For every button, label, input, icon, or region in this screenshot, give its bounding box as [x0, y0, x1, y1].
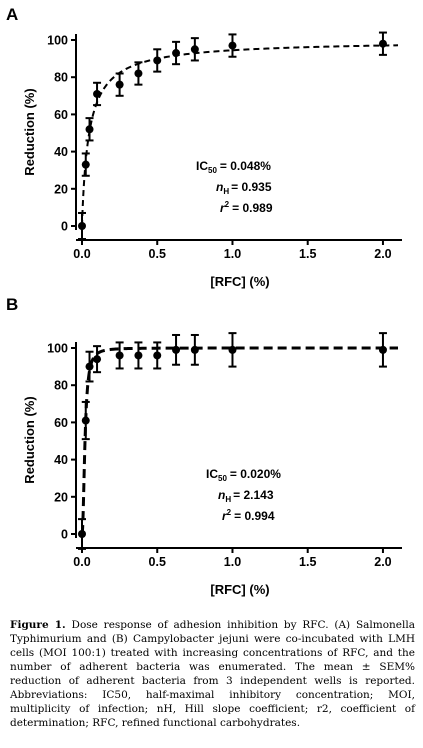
- panel-b-ic50-value: = 0.020%: [230, 467, 281, 481]
- panel-b-x-tick-label: 0.0: [73, 555, 90, 569]
- panel-a-fit-curve: [81, 44, 399, 226]
- panel-a-x-tick-label: 2.0: [374, 247, 391, 261]
- panel-b-annotations: IC50 = 0.020% nH = 2.143 r2 = 0.994: [206, 467, 281, 523]
- panel-b-data-point: [153, 351, 162, 360]
- panel-b-ic50-label: IC: [206, 467, 218, 481]
- panel-b-data-point: [85, 362, 94, 371]
- panel-a-y-tick-label: 0: [61, 220, 68, 234]
- panel-a-y-tick-label: 100: [47, 34, 68, 48]
- panel-a-data-point: [93, 89, 102, 98]
- panel-a-nh-label: n: [216, 180, 223, 194]
- caption-label: Figure 1.: [10, 619, 66, 631]
- panel-a-ic50-sub: 50: [208, 166, 217, 175]
- panel-a-nh-value: = 0.935: [231, 180, 272, 194]
- panel-a-r2-sup: 2: [225, 200, 230, 209]
- panel-a-annotations: IC50 = 0.048% nH = 0.935 r2 = 0.989: [196, 159, 273, 215]
- panel-a-x-tick-label: 0.0: [73, 247, 90, 261]
- panel-a-x-tick-label: 0.5: [149, 247, 166, 261]
- panel-a-letter: A: [6, 5, 18, 24]
- panel-b-x-tick-label: 2.0: [374, 555, 391, 569]
- panel-b-y-axis-label: Reduction (%): [22, 396, 37, 483]
- panel-b-nh-value: = 2.143: [233, 488, 274, 502]
- panel-b-x-axis-label: [RFC] (%): [210, 582, 269, 597]
- panel-b-nh: nH = 2.143: [218, 488, 274, 504]
- panel-a-y-tick-label: 60: [54, 108, 68, 122]
- panel-b-letter: B: [6, 295, 18, 314]
- panel-a-data-point: [115, 80, 124, 89]
- panel-a: A 0 20 40 60 80 100 0.0 0.5 1.0 1.5 2.0 Reduction …: [6, 5, 402, 289]
- panel-a-nh: nH = 0.935: [216, 180, 272, 196]
- panel-b-nh-sub: H: [225, 495, 231, 504]
- panel-b-data-point: [134, 351, 143, 360]
- panel-b-x-tick-label: 1.5: [299, 555, 316, 569]
- panel-a-y-tick-label: 20: [54, 182, 68, 196]
- panel-a-data-point: [85, 125, 94, 134]
- panel-b-y-tick-label: 60: [54, 416, 68, 430]
- panel-a-data-point: [228, 41, 237, 50]
- panel-a-data-point: [378, 39, 387, 48]
- panel-b-x-tick-label: 1.0: [224, 555, 241, 569]
- panel-a-x-axis-label: [RFC] (%): [210, 274, 269, 289]
- panel-a-r2: r2 = 0.989: [220, 200, 273, 215]
- panel-b-data-point: [93, 355, 102, 364]
- panel-b-y-tick-label: 100: [47, 342, 68, 356]
- panel-b-y-tick-label: 40: [54, 453, 68, 467]
- panel-b-data-point: [115, 351, 124, 360]
- panel-b-plot: 0 20 40 60 80 100 0.0 0.5 1.0 1.5 2.0: [47, 332, 402, 569]
- panel-a-ic50: IC50 = 0.048%: [196, 159, 271, 175]
- panel-b-data-point: [228, 345, 237, 354]
- panel-b-data-point: [172, 345, 181, 354]
- panel-a-y-tick-label: 80: [54, 71, 68, 85]
- panel-a-plot: 0 20 40 60 80 100 0.0 0.5 1.0 1.5 2.0: [47, 31, 402, 261]
- panel-b-fit-curve: [80, 346, 398, 536]
- panel-b-x-tick-label: 0.5: [149, 555, 166, 569]
- panel-b-y-tick-label: 0: [61, 528, 68, 542]
- panel-b-data-point: [190, 345, 199, 354]
- caption-text: Dose response of adhesion inhibition by …: [10, 619, 415, 729]
- panel-a-ic50-label: IC: [196, 159, 208, 173]
- panel-b-r2-value: = 0.994: [234, 509, 275, 523]
- panel-a-r2-label: r: [220, 201, 226, 215]
- panel-b-data-point: [378, 345, 387, 354]
- panel-a-y-tick-label: 40: [54, 145, 68, 159]
- panel-b-r2-sup: 2: [227, 508, 232, 517]
- panel-b-nh-label: n: [218, 488, 225, 502]
- panel-a-data-point: [134, 69, 143, 78]
- panel-a-data-point: [153, 56, 162, 65]
- panel-b-r2: r2 = 0.994: [222, 508, 275, 523]
- panel-a-nh-sub: H: [223, 187, 229, 196]
- panel-b-data-point: [81, 416, 90, 425]
- panel-b-ic50-sub: 50: [218, 474, 227, 483]
- panel-a-data-point: [81, 160, 90, 169]
- panel-b-ic50: IC50 = 0.020%: [206, 467, 281, 483]
- panel-a-data-point: [172, 49, 181, 58]
- panel-a-ic50-value: = 0.048%: [220, 159, 271, 173]
- panel-a-x-tick-label: 1.0: [224, 247, 241, 261]
- panel-a-x-tick-label: 1.5: [299, 247, 316, 261]
- panel-a-y-axis-label: Reduction (%): [22, 88, 37, 175]
- panel-b-r2-label: r: [222, 509, 228, 523]
- panel-b-y-tick-label: 20: [54, 490, 68, 504]
- figure-caption: Figure 1. Dose response of adhesion inhi…: [10, 618, 415, 730]
- panel-a-data-point: [190, 45, 199, 54]
- panel-b: B 0 20 40 60 80 100 0.0 0.5 1.0 1.5 2.0 Reduction …: [6, 295, 402, 597]
- panel-a-r2-value: = 0.989: [232, 201, 273, 215]
- panel-b-y-tick-label: 80: [54, 379, 68, 393]
- panel-a-data-point: [78, 222, 86, 230]
- panel-b-data-point: [78, 530, 86, 538]
